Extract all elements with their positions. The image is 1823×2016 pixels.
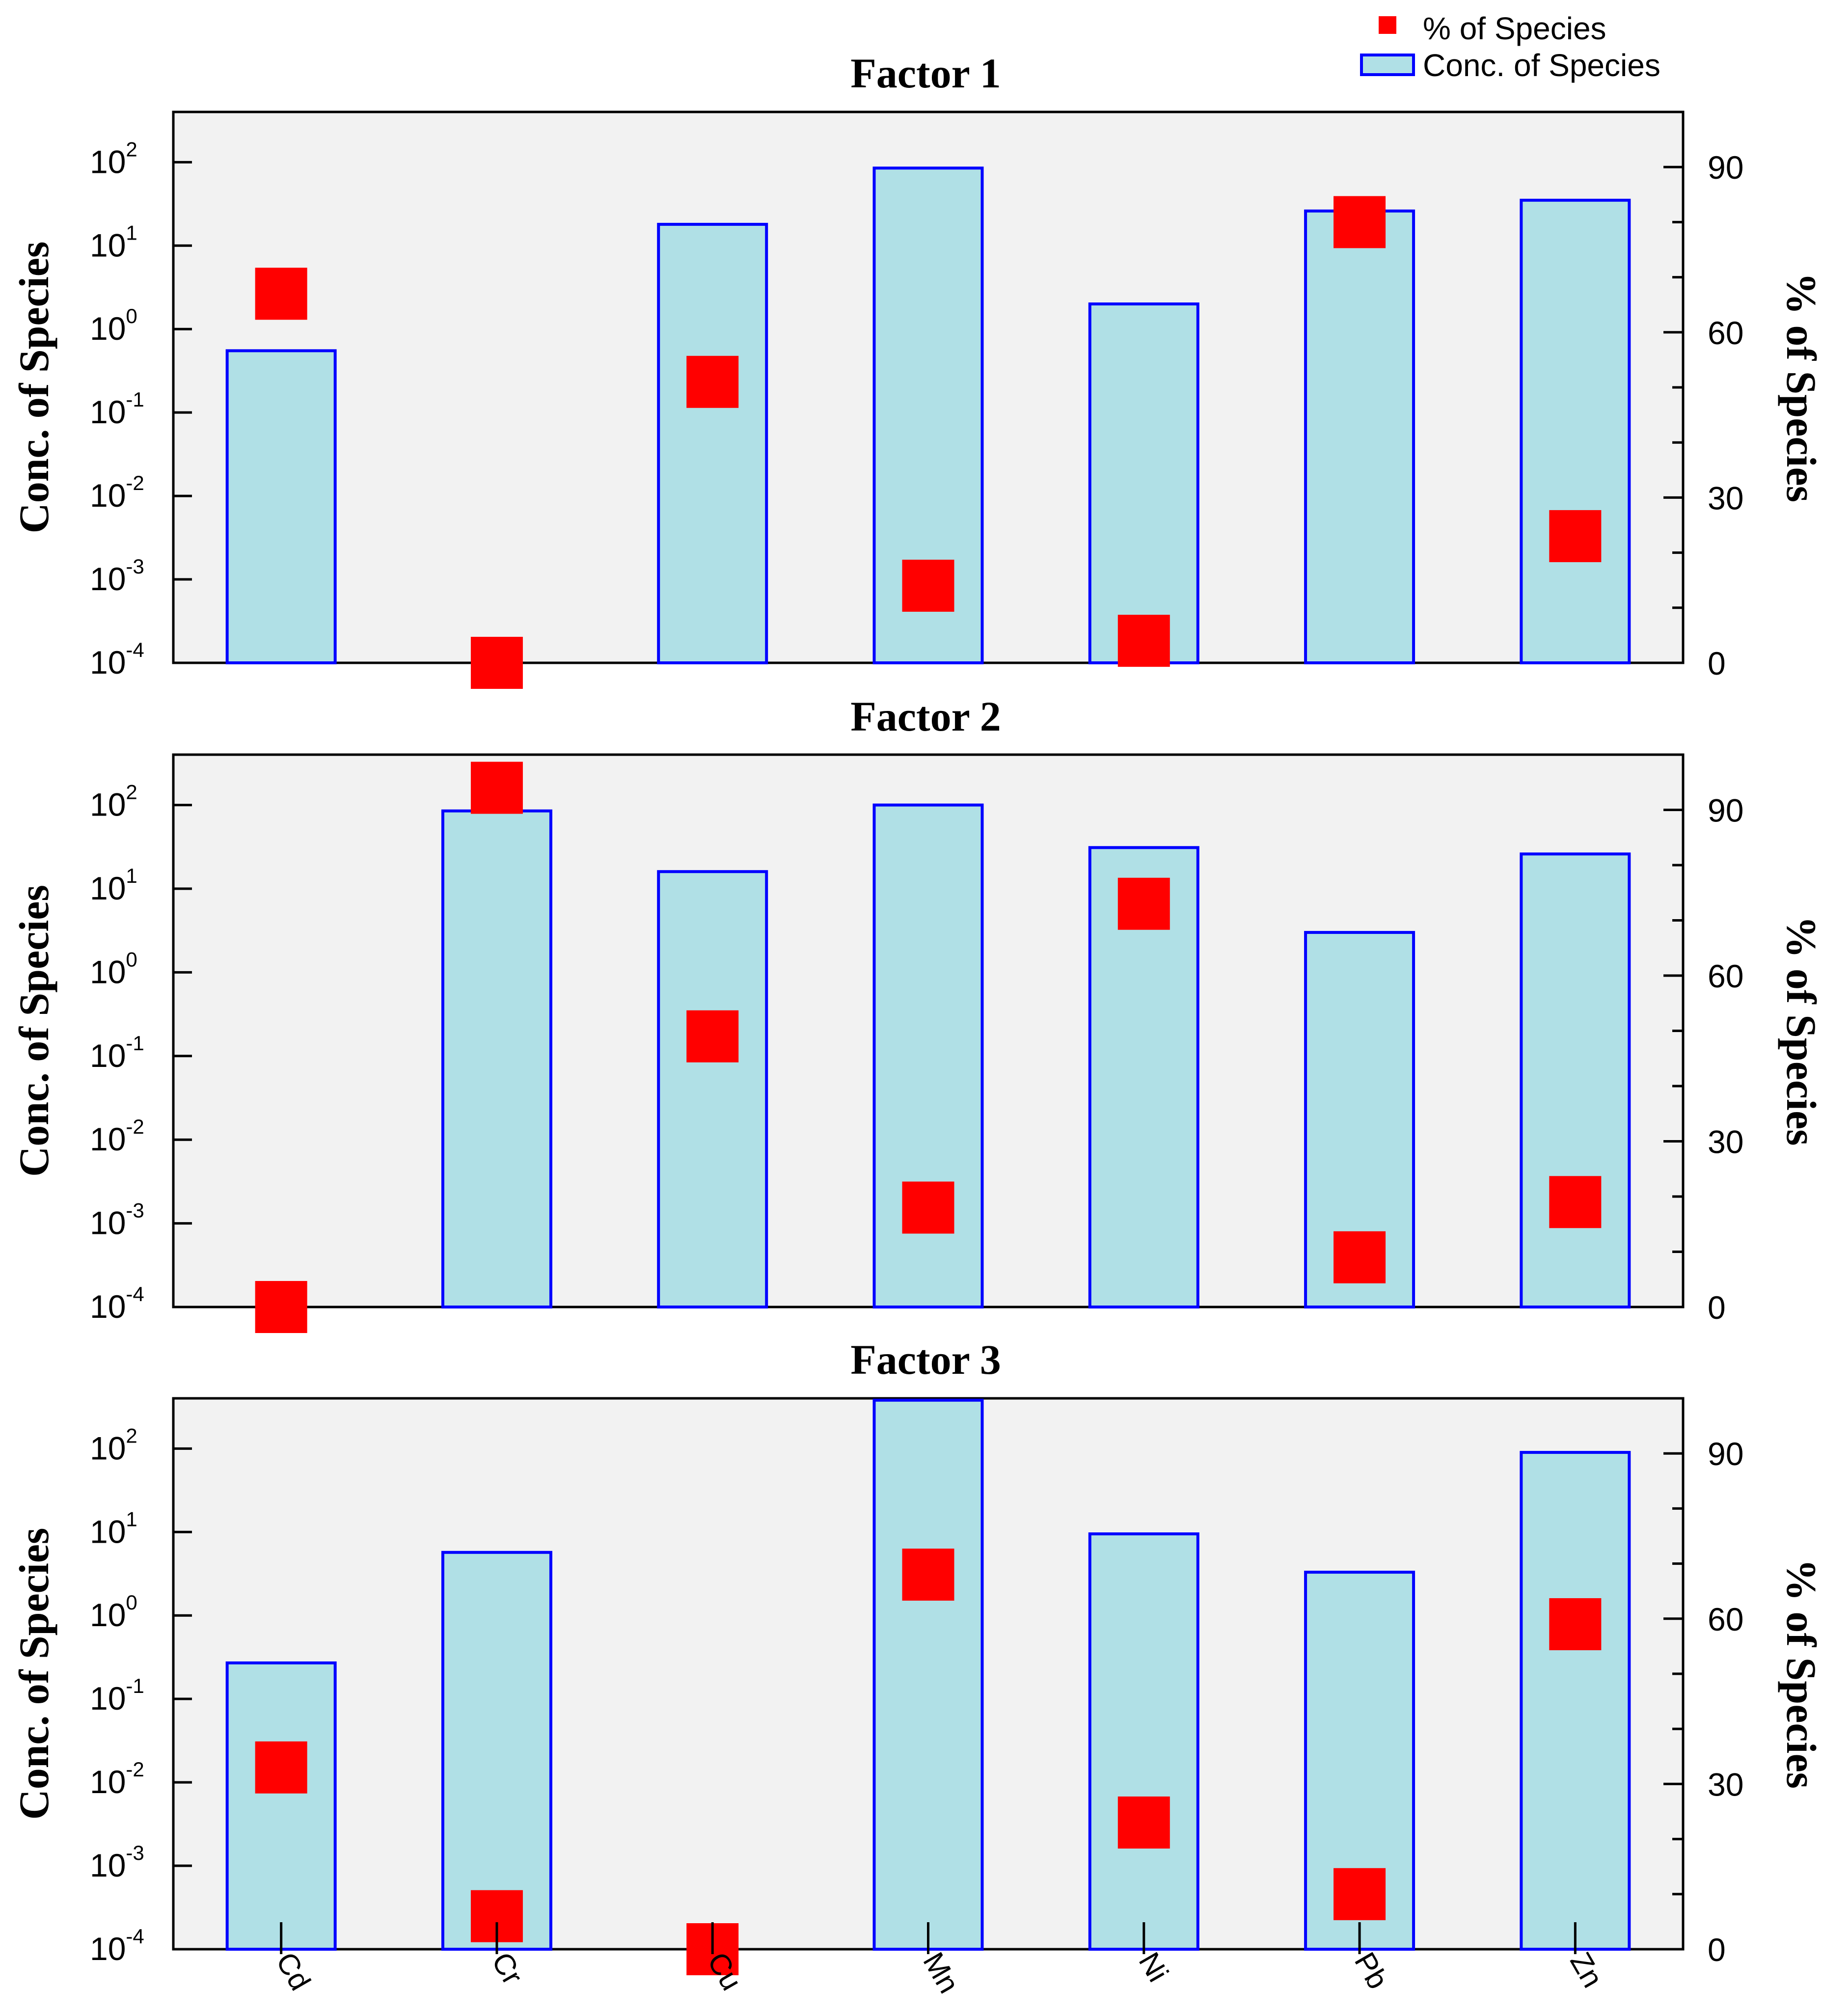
left-tick-label: 10-1 [90,388,144,430]
panel-title: Factor 3 [850,1336,1001,1383]
right-tick-label: 60 [1708,315,1743,351]
bar-zn [1520,1451,1631,1951]
left-tick-label: 10-4 [90,638,144,681]
right-tick-label: 30 [1708,1124,1743,1160]
marker-ni [1117,1796,1170,1849]
panel-title: Factor 2 [850,693,1001,740]
left-tick-label: 101 [90,1507,137,1550]
right-tick-label: 90 [1708,792,1743,829]
marker-cu [686,355,739,408]
panel-factor-1: Factor 1 10-4 10-3 10-2 10-1 100 101 102 0 30 60 90… [10,50,1823,689]
category-label-cr: Cr [486,1947,530,1990]
left-tick-label: 10-4 [90,1282,144,1325]
left-tick-label: 102 [90,137,137,180]
legend-bar-swatch [1360,54,1415,76]
bar-ni [1088,1532,1199,1951]
left-axis-title: Conc. of Species [10,242,57,534]
marker-pb [1333,1868,1386,1920]
right-tick-label: 60 [1708,1601,1743,1637]
left-tick-label: 101 [90,221,137,263]
legend-marker-swatch [1379,16,1396,34]
bar-zn [1520,198,1631,665]
left-tick-label: 102 [90,781,137,823]
bar-ni [1088,302,1199,664]
bar-pb [1304,209,1415,664]
marker-cr [470,637,523,689]
legend: % of Species Conc. of Species [1360,11,1660,83]
bar-cd [225,1661,337,1951]
right-axis-title: % of Species [1778,916,1823,1145]
panel-title: Factor 1 [850,50,1001,97]
left-tick-label: 101 [90,864,137,906]
left-tick-label: 10-1 [90,1032,144,1074]
left-axis-title: Conc. of Species [10,885,57,1177]
marker-mn [902,1549,954,1601]
left-tick-label: 10-4 [90,1925,144,1967]
right-tick-label: 90 [1708,1436,1743,1472]
marker-cr [470,762,523,814]
left-tick-label: 10-3 [90,1199,144,1241]
legend-bar-label: Conc. of Species [1423,48,1660,83]
marker-pb [1333,196,1386,248]
left-tick-label: 10-3 [90,1841,144,1883]
left-tick-label: 100 [90,304,137,347]
bar-mn [872,1398,984,1951]
left-tick-label: 10-2 [90,471,144,514]
right-axis-title: % of Species [1778,272,1823,502]
right-tick-label: 0 [1708,1289,1726,1326]
bar-cu [657,870,768,1309]
marker-zn [1549,1176,1602,1228]
left-tick-label: 100 [90,1591,137,1633]
legend-marker-label: % of Species [1423,11,1606,46]
right-tick-label: 30 [1708,1766,1743,1802]
bar-cr [441,1551,552,1951]
right-axis-title: % of Species [1778,1559,1823,1789]
chart-panels: Factor 1 10-4 10-3 10-2 10-1 100 101 102 0 30 60 90… [10,50,1823,1999]
marker-ni [1117,615,1170,667]
marker-zn [1549,1598,1602,1651]
panel-factor-3: Factor 3 10-4 10-3 10-2 10-1 100 101 102 0 30 60 90… [10,1336,1823,1999]
right-tick-label: 0 [1708,1932,1726,1968]
bar-cd [225,349,337,664]
bar-zn [1520,852,1631,1308]
bar-cr [441,809,552,1308]
bar-cu [657,222,768,664]
marker-cu [686,1010,739,1062]
panel-factor-2: Factor 2 10-4 10-3 10-2 10-1 100 101 102 0 30 60 90… [10,693,1823,1333]
marker-ni [1117,877,1170,930]
left-tick-label: 102 [90,1424,137,1466]
left-tick-label: 10-3 [90,555,144,597]
right-tick-label: 90 [1708,149,1743,186]
left-tick-label: 10-2 [90,1115,144,1157]
category-label-cd: Cd [270,1947,317,1996]
marker-cd [255,1281,307,1333]
right-tick-label: 60 [1708,958,1743,994]
category-label-mn: Mn [917,1947,966,1999]
left-tick-label: 10-1 [90,1674,144,1716]
left-axis-title: Conc. of Species [10,1528,57,1820]
marker-cd [255,268,307,320]
category-label-pb: Pb [1348,1947,1395,1994]
marker-pb [1333,1231,1386,1283]
category-label-zn: Zn [1564,1947,1609,1993]
right-tick-label: 30 [1708,480,1743,516]
marker-mn [902,559,954,612]
marker-cd [255,1741,307,1794]
left-tick-label: 100 [90,948,137,990]
marker-zn [1549,510,1602,562]
category-label-ni: Ni [1133,1947,1175,1988]
left-tick-label: 10-2 [90,1758,144,1800]
right-tick-label: 0 [1708,645,1726,681]
marker-mn [902,1181,954,1234]
